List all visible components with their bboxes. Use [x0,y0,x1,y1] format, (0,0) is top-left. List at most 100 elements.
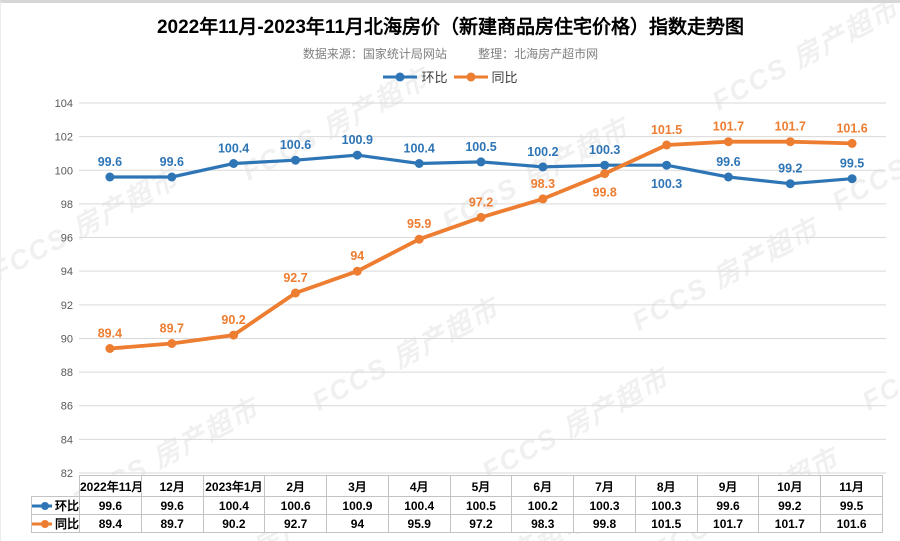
y-axis-tick-label: 90 [61,333,73,345]
table-value-cell: 101.7 [696,514,760,533]
huanbi-data-point [352,150,362,160]
table-column-header: 2022年11月 [79,475,142,497]
tongbi-data-point [167,339,177,348]
table-column-header: 4月 [387,475,451,497]
y-axis-tick-label: 88 [61,367,73,379]
y-axis-tick-label: 96 [61,233,73,245]
tongbi-data-point [291,288,300,298]
tongbi-data-label: 101.7 [775,120,806,134]
huanbi-legend-marker-icon [383,72,418,81]
huanbi-data-point [785,179,795,189]
table-value-cell: 98.3 [511,514,575,533]
tongbi-data-label: 98.3 [531,177,555,191]
table-value-cell: 99.2 [758,496,822,515]
legend-item-huanbi: 环比 [383,67,448,86]
table-value-cell: 99.6 [696,496,760,515]
data-table: 2022年11月 12月 2023年1月 2月 3月 4月 5月 6月 7月 8月 9月 10月 11月… [31,475,883,533]
y-axis-tick-label: 82 [61,468,73,480]
compiled-by-label: 整理：北海房产超市网 [478,47,599,61]
tongbi-data-label: 89.4 [98,327,122,341]
y-axis-tick-label: 94 [61,266,73,278]
table-column-header: 2023年1月 [202,475,266,497]
tongbi-data-point [723,137,733,147]
huanbi-data-label: 100.5 [465,140,496,154]
chart-legend: 环比 同比 [1,67,900,86]
huanbi-data-label: 100.4 [218,142,249,156]
tongbi-data-point [105,344,115,353]
tongbi-data-label: 101.6 [836,121,867,135]
huanbi-data-label: 99.6 [160,155,184,169]
table-value-cell: 101.7 [758,514,822,533]
huanbi-data-point [229,159,239,168]
tongbi-data-label: 94 [350,249,364,263]
table-value-cell: 99.6 [79,496,142,515]
tongbi-data-label: 95.9 [407,217,431,231]
y-axis-tick-label: 86 [61,401,73,413]
y-axis-tick-label: 92 [61,300,73,312]
table-value-cell: 94 [326,514,389,533]
table-row-tongbi: 同比 89.4 89.7 90.2 92.7 94 95.9 97.2 98.3 99.8 101.… [31,514,883,533]
huanbi-data-label: 100.3 [651,177,682,191]
table-column-header: 7月 [573,475,636,497]
table-row-label-huanbi: 环比 [31,496,80,515]
table-value-cell: 90.2 [202,514,266,533]
huanbi-data-point [291,155,300,165]
table-value-cell: 101.6 [820,514,883,533]
huanbi-data-point [723,172,733,182]
table-value-cell: 100.6 [264,496,328,515]
huanbi-data-label: 99.6 [98,155,122,169]
table-value-cell: 92.7 [264,514,328,533]
y-axis-tick-label: 100 [55,165,73,177]
table-column-header: 10月 [758,475,822,497]
table-column-header: 8月 [634,475,698,497]
huanbi-data-label: 100.4 [404,142,435,156]
huanbi-data-label: 99.6 [716,155,740,169]
table-row-label-tongbi: 同比 [31,514,80,533]
legend-label-huanbi: 环比 [421,70,448,85]
line-chart-plot-area: 104 102 100 98 96 94 92 90 88 86 84 82 99.6 99.6 100.4… [55,98,886,480]
table-column-header: 12月 [140,475,204,497]
table-column-header: 6月 [511,475,575,497]
table-column-header: 11月 [820,475,883,497]
tongbi-legend-marker-icon [453,72,488,81]
y-axis-tick-label: 104 [55,98,73,110]
table-column-header: 3月 [326,475,389,497]
huanbi-data-point [847,174,857,184]
table-value-cell: 101.5 [634,514,698,533]
legend-item-tongbi: 同比 [453,67,518,86]
huanbi-data-point [476,157,486,167]
tongbi-data-point [229,330,239,340]
chart-data-table: 2022年11月 12月 2023年1月 2月 3月 4月 5月 6月 7月 8月 9月 10月 11月… [31,475,883,533]
table-value-cell: 95.9 [387,514,451,533]
chart-subtitle: 数据来源：国家统计局网站 整理：北海房产超市网 [1,45,900,62]
table-value-cell: 99.5 [820,496,883,515]
tongbi-data-point [785,137,795,147]
table-value-cell: 99.8 [573,514,636,533]
huanbi-data-point [600,160,610,170]
huanbi-data-label: 99.2 [778,162,802,176]
table-value-cell: 100.4 [387,496,451,515]
huanbi-data-label: 99.5 [840,157,864,171]
data-source-label: 数据来源：国家统计局网站 [302,47,447,61]
huanbi-data-point [167,172,177,182]
tongbi-legend-marker-icon [32,519,52,528]
tongbi-data-label: 92.7 [283,271,307,285]
tongbi-data-point [847,138,857,148]
huanbi-data-point [662,160,672,170]
huanbi-legend-marker-icon [32,501,52,510]
chart-title: 2022年11月-2023年11月北海房价（新建商品房住宅价格）指数走势图 [156,17,745,38]
tongbi-data-point [414,234,424,244]
table-value-cell: 89.4 [79,514,142,533]
tongbi-data-label: 90.2 [221,313,245,327]
huanbi-data-label: 100.9 [342,133,373,147]
tongbi-data-point [352,266,362,276]
huanbi-data-label: 100.2 [527,145,558,159]
tongbi-data-label: 99.8 [593,186,617,200]
table-header-row: 2022年11月 12月 2023年1月 2月 3月 4月 5月 6月 7月 8月 9月 10月 11月 [32,475,883,497]
table-column-header: 2月 [264,475,328,497]
y-axis-tick-label: 98 [61,199,73,211]
tongbi-data-label: 97.2 [469,195,493,209]
huanbi-data-point [105,172,115,182]
huanbi-data-label: 100.6 [280,138,311,152]
